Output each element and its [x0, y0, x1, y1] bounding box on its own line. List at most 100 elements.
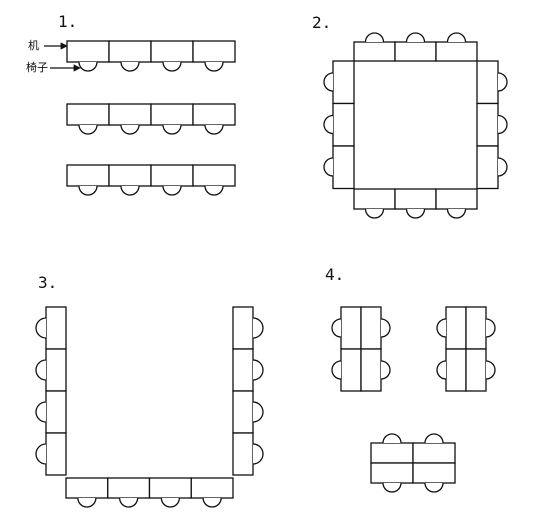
- section-1-label: 1.: [58, 12, 78, 31]
- chair-callout-label: 椅子: [26, 61, 48, 74]
- desk-callout-arrowhead: [60, 42, 68, 50]
- chair: [35, 443, 47, 465]
- section-2-label: 2.: [312, 13, 332, 32]
- desk: [45, 306, 67, 350]
- chair: [485, 318, 496, 338]
- desk: [370, 442, 414, 464]
- chair: [323, 157, 334, 177]
- desk: [476, 145, 499, 190]
- desk: [192, 164, 236, 187]
- section-4-label: 4.: [325, 265, 345, 284]
- desk: [340, 306, 362, 350]
- desk: [108, 103, 152, 126]
- chair: [331, 360, 342, 380]
- chair: [204, 61, 224, 72]
- desk: [340, 348, 362, 392]
- chair: [78, 185, 98, 196]
- desk: [192, 40, 236, 63]
- desk: [353, 188, 396, 210]
- desk: [465, 306, 487, 350]
- chair: [424, 482, 444, 493]
- desk: [394, 188, 437, 210]
- desk: [445, 348, 467, 392]
- desk: [332, 145, 355, 190]
- section-3-label: 3.: [38, 273, 58, 292]
- desk: [232, 390, 254, 434]
- desk: [108, 164, 152, 187]
- desk: [360, 306, 382, 350]
- desk: [332, 102, 355, 147]
- chair: [120, 124, 140, 135]
- chair: [252, 401, 264, 423]
- desk: [232, 348, 254, 392]
- chair: [120, 61, 140, 72]
- chair: [35, 401, 47, 423]
- chair: [380, 360, 391, 380]
- desk: [360, 348, 382, 392]
- desk: [232, 306, 254, 350]
- desk: [394, 41, 437, 62]
- desk: [465, 348, 487, 392]
- chair: [497, 72, 508, 92]
- desk: [192, 103, 236, 126]
- desk: [66, 164, 110, 187]
- desk: [370, 462, 414, 484]
- chair: [446, 208, 467, 219]
- desk: [412, 442, 456, 464]
- chair: [497, 157, 508, 177]
- desk: [445, 306, 467, 350]
- chair: [202, 497, 222, 508]
- chair: [35, 317, 47, 339]
- chair: [162, 124, 182, 135]
- chair: [204, 124, 224, 135]
- chair: [382, 482, 402, 493]
- desk: [148, 477, 192, 499]
- chair: [405, 208, 426, 219]
- desk: [45, 390, 67, 434]
- desk: [65, 477, 109, 499]
- desk: [107, 477, 151, 499]
- chair: [436, 360, 447, 380]
- desk: [45, 432, 67, 476]
- chair: [204, 185, 224, 196]
- chair: [252, 317, 264, 339]
- chair: [120, 185, 140, 196]
- chair: [252, 443, 264, 465]
- chair: [331, 318, 342, 338]
- chair: [380, 318, 391, 338]
- desk: [150, 103, 194, 126]
- chair: [364, 32, 385, 43]
- chair: [77, 497, 97, 508]
- chair: [162, 185, 182, 196]
- chair: [382, 433, 402, 444]
- chair: [364, 208, 385, 219]
- desk: [476, 102, 499, 147]
- desk-callout-label: 机: [28, 39, 39, 52]
- desk: [45, 348, 67, 392]
- chair: [160, 497, 181, 508]
- chair: [162, 61, 182, 72]
- desk: [66, 103, 110, 126]
- desk: [232, 432, 254, 476]
- desk: [150, 164, 194, 187]
- chair: [424, 433, 444, 444]
- desk: [108, 40, 152, 63]
- desk: [150, 40, 194, 63]
- desk: [66, 40, 110, 63]
- chair: [118, 497, 139, 508]
- chair: [323, 72, 334, 92]
- desk: [435, 188, 478, 210]
- chair: [78, 61, 98, 72]
- chair: [405, 32, 426, 43]
- chair: [446, 32, 467, 43]
- chair: [323, 114, 334, 135]
- chair: [485, 360, 496, 380]
- chair: [436, 318, 447, 338]
- desk: [332, 60, 355, 105]
- desk: [412, 462, 456, 484]
- desk: [190, 477, 234, 499]
- chair: [252, 359, 264, 381]
- chair: [35, 359, 47, 381]
